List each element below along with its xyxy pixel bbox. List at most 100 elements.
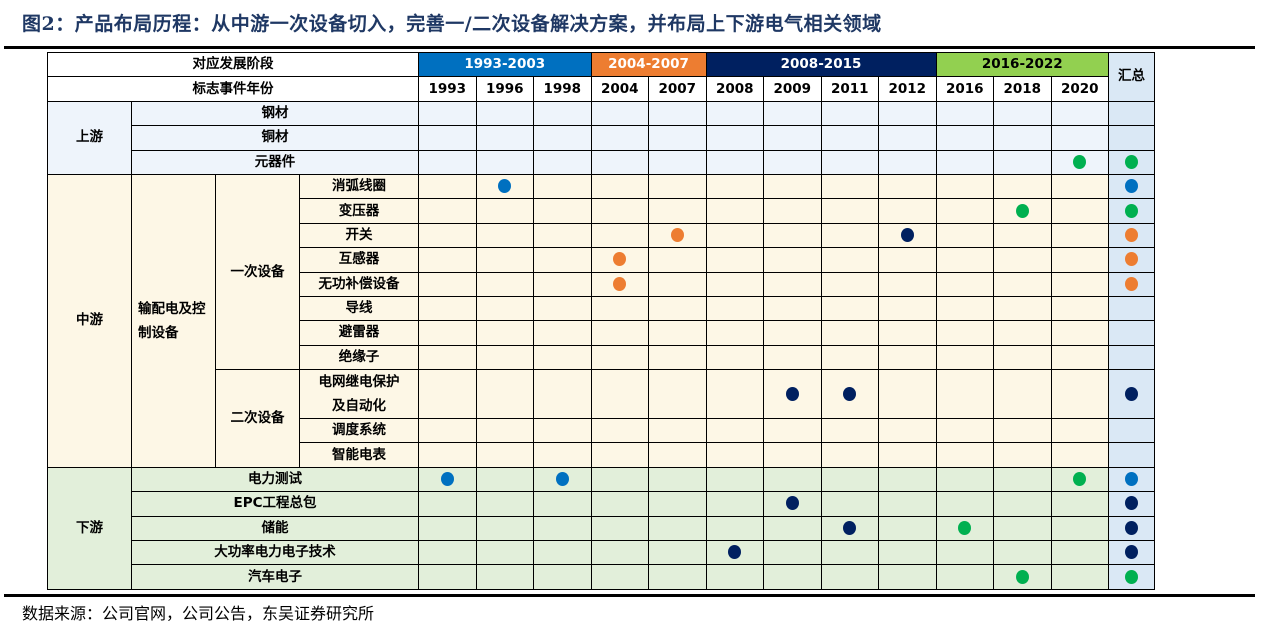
year-cell — [475, 418, 534, 444]
table-row: 大功率电力电子技术 — [47, 540, 1155, 566]
year-cell — [475, 466, 534, 493]
year-cell — [820, 198, 879, 224]
year-cell — [648, 540, 707, 566]
year-header: 2007 — [648, 76, 707, 102]
filled-circle-icon — [728, 545, 742, 560]
year-cell — [533, 173, 592, 200]
year-cell — [993, 149, 1052, 175]
table-row: 元器件 — [47, 149, 1155, 175]
year-header: 2004 — [590, 76, 649, 102]
year-cell — [648, 466, 707, 493]
year-cell — [763, 418, 822, 444]
year-cell — [763, 564, 822, 590]
year-header: 2008 — [705, 76, 764, 102]
year-cell — [475, 198, 534, 224]
year-cell — [705, 295, 764, 322]
year-cell — [418, 125, 477, 151]
year-cell — [1050, 491, 1109, 517]
row-label: 无功补偿设备 — [299, 271, 419, 297]
year-cell — [533, 198, 592, 224]
year-cell — [878, 198, 937, 224]
year-cell — [533, 320, 592, 346]
year-cell — [878, 295, 937, 322]
summary-cell — [1108, 222, 1155, 249]
year-cell — [590, 466, 649, 493]
year-cell — [1050, 222, 1109, 249]
year-cell — [533, 515, 592, 542]
year-cell — [475, 271, 534, 297]
header-row-stages: 对应发展阶段 1993-2003 2004-2007 2008-2015 2016-20… — [47, 51, 1155, 102]
year-cell — [533, 271, 592, 297]
summary-cell — [1108, 369, 1155, 420]
row-label-line: 电网继电保护 — [318, 374, 400, 391]
year-cell — [1050, 564, 1109, 590]
year-cell — [878, 369, 937, 420]
filled-circle-icon — [1125, 472, 1138, 487]
year-cell — [878, 271, 937, 297]
filled-circle-icon — [1073, 472, 1087, 487]
year-cell — [418, 271, 477, 297]
year-cell — [763, 442, 822, 468]
year-cell — [590, 149, 649, 175]
year-cell — [475, 369, 534, 420]
year-cell — [878, 222, 937, 249]
year-cell — [533, 149, 592, 175]
row-label: EPC工程总包 — [131, 491, 419, 517]
year-cell — [820, 100, 879, 127]
year-cell — [993, 295, 1052, 322]
year-cell — [820, 173, 879, 200]
year-cell — [1050, 100, 1109, 127]
year-cell — [648, 295, 707, 322]
year-cell — [705, 222, 764, 249]
summary-cell — [1108, 515, 1155, 542]
year-cell — [533, 125, 592, 151]
year-cell — [1050, 442, 1109, 468]
row-label: 元器件 — [131, 149, 419, 175]
year-cell — [418, 491, 477, 517]
year-cell — [993, 320, 1052, 346]
year-cell — [475, 564, 534, 590]
year-cell — [820, 271, 879, 297]
year-cell — [418, 295, 477, 322]
row-label: 铜材 — [131, 125, 419, 151]
year-cell — [590, 198, 649, 224]
year-cell — [475, 491, 534, 517]
year-cell — [590, 442, 649, 468]
year-cell — [763, 466, 822, 493]
year-cell — [475, 540, 534, 566]
summary-cell — [1108, 173, 1155, 200]
summary-cell — [1108, 100, 1155, 127]
year-cell — [1050, 149, 1109, 175]
year-cell — [993, 100, 1052, 127]
year-cell — [533, 295, 592, 322]
year-cell — [418, 198, 477, 224]
year-cell — [648, 564, 707, 590]
year-cell — [763, 271, 822, 297]
year-header: 2009 — [763, 76, 822, 102]
year-cell — [993, 344, 1052, 371]
year-cell — [1050, 369, 1109, 420]
year-cell — [935, 491, 994, 517]
year-cell — [820, 247, 879, 273]
year-cell — [763, 369, 822, 420]
year-cell — [993, 198, 1052, 224]
year-cell — [993, 540, 1052, 566]
year-cell — [418, 149, 477, 175]
year-cell — [993, 466, 1052, 493]
year-cell — [475, 125, 534, 151]
year-cell — [993, 271, 1052, 297]
filled-circle-icon — [613, 276, 627, 291]
year-cell — [763, 100, 822, 127]
year-cell — [705, 125, 764, 151]
year-cell — [935, 222, 994, 249]
year-cell — [1050, 247, 1109, 273]
summary-cell — [1108, 442, 1155, 468]
year-cell — [820, 491, 879, 517]
year-cell — [705, 540, 764, 566]
year-cell — [705, 198, 764, 224]
filled-circle-icon — [785, 496, 799, 511]
year-cell — [648, 344, 707, 371]
year-cell — [648, 418, 707, 444]
year-cell — [590, 222, 649, 249]
equipment-group-primary: 一次设备 — [215, 173, 300, 371]
